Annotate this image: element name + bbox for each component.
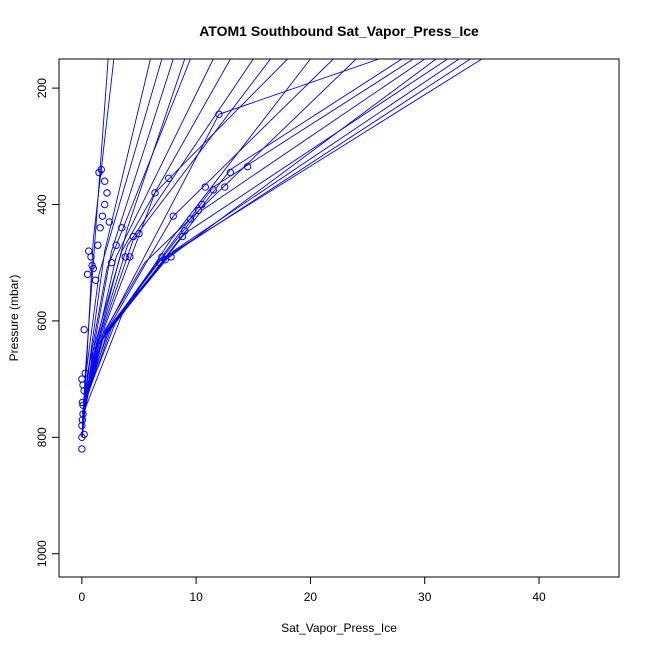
data-point: [87, 253, 95, 261]
data-point: [79, 401, 87, 409]
x-axis-label: Sat_Vapor_Press_Ice: [281, 621, 397, 635]
data-point: [78, 445, 86, 453]
y-axis: 200 400 600 800 1000: [35, 78, 60, 567]
data-point: [103, 189, 111, 197]
profile-line: [81, 59, 357, 426]
x-tick-label: 0: [79, 590, 86, 604]
y-axis-label: Pressure (mbar): [7, 275, 21, 362]
data-point: [105, 218, 113, 226]
y-tick-label: 200: [35, 78, 49, 98]
profile-line: [81, 59, 271, 418]
data-point: [80, 430, 88, 439]
profile-line: [82, 59, 483, 409]
x-tick-label: 40: [532, 590, 546, 604]
data-point: [83, 270, 92, 279]
data-point: [201, 183, 209, 191]
x-tick-label: 10: [189, 590, 203, 604]
data-point: [186, 215, 195, 223]
data-point: [98, 212, 107, 220]
data-point: [194, 206, 203, 215]
data-point: [101, 200, 109, 209]
data-point: [78, 416, 87, 424]
data-point: [80, 325, 88, 334]
profile-line: [82, 59, 380, 412]
data-point: [81, 369, 89, 377]
data-point: [215, 110, 223, 118]
data-point: [169, 212, 177, 220]
profile-line: [82, 59, 403, 409]
plot-frame: [58, 58, 620, 578]
profile-line: [81, 59, 334, 420]
data-point: [107, 259, 116, 267]
x-tick-label: 30: [418, 590, 432, 604]
data-point: [91, 276, 100, 284]
data-point: [101, 177, 109, 185]
profile-line: [82, 59, 311, 415]
data-point: [78, 398, 87, 407]
data-point: [167, 253, 175, 261]
profile-line: [82, 59, 460, 406]
points-layer: [78, 110, 252, 453]
y-tick-label: 800: [35, 427, 49, 447]
y-tick-label: 400: [35, 194, 49, 214]
data-point: [226, 168, 235, 177]
data-point: [243, 162, 252, 171]
x-axis: 0 10 20 30 40: [79, 576, 546, 604]
data-point: [161, 256, 169, 264]
data-point: [95, 168, 103, 177]
profile-line: [82, 59, 174, 420]
data-point: [198, 200, 206, 209]
data-point: [126, 253, 134, 261]
data-point: [118, 224, 126, 232]
data-point: [121, 253, 129, 261]
profile-line: [81, 59, 191, 423]
data-point: [89, 264, 97, 273]
data-point: [151, 189, 159, 197]
data-point: [165, 174, 173, 183]
series-layer: [81, 59, 483, 438]
data-point: [94, 241, 102, 249]
data-point: [79, 410, 87, 418]
data-point: [135, 229, 143, 238]
y-tick-label: 600: [35, 311, 49, 331]
data-point: [209, 186, 217, 194]
data-point: [96, 224, 104, 232]
y-tick-label: 1000: [35, 540, 49, 567]
profile-line: [82, 59, 425, 412]
data-point: [78, 375, 86, 383]
data-point: [181, 227, 189, 235]
data-point: [78, 421, 86, 430]
data-point: [221, 183, 229, 191]
x-tick-label: 20: [304, 590, 318, 604]
data-point: [129, 232, 137, 241]
chart-title: ATOM1 Southbound Sat_Vapor_Press_Ice: [199, 23, 479, 39]
data-point: [112, 241, 120, 249]
